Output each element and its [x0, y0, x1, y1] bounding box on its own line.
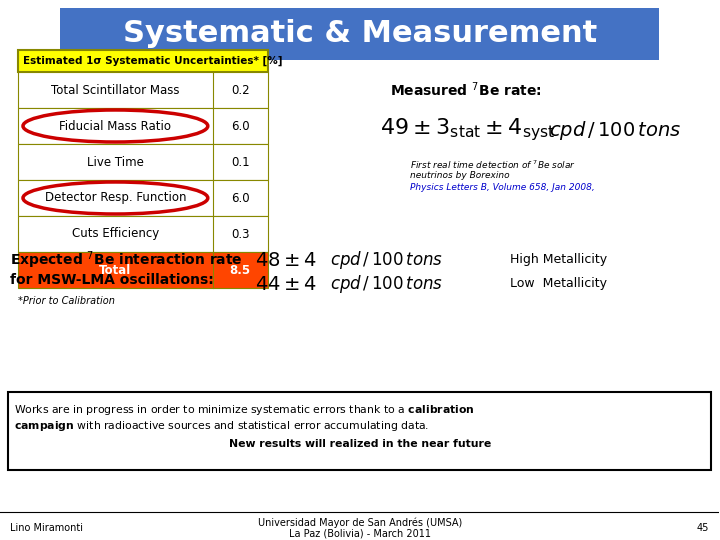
- FancyBboxPatch shape: [18, 108, 268, 144]
- Text: 6.0: 6.0: [231, 192, 250, 205]
- Text: $49\pm3_{\mathrm{stat}}\pm4_{\mathrm{syst}}$: $49\pm3_{\mathrm{stat}}\pm4_{\mathrm{sys…: [379, 117, 555, 144]
- Text: Total Scintillator Mass: Total Scintillator Mass: [51, 84, 179, 97]
- Text: 0.3: 0.3: [231, 227, 250, 240]
- Text: Low  Metallicity: Low Metallicity: [510, 278, 606, 291]
- Text: Detector Resp. Function: Detector Resp. Function: [45, 192, 186, 205]
- FancyBboxPatch shape: [18, 216, 268, 252]
- Text: 0.2: 0.2: [231, 84, 250, 97]
- Text: Works are in progress in order to minimize systematic errors thank to a $\mathbf: Works are in progress in order to minimi…: [14, 403, 474, 417]
- Text: Total: Total: [99, 264, 132, 276]
- Text: Systematic & Measurement: Systematic & Measurement: [122, 19, 597, 49]
- Text: Cuts Efficiency: Cuts Efficiency: [72, 227, 159, 240]
- Text: $\mathbf{campaign}$ with radioactive sources and statistical error accumulating : $\mathbf{campaign}$ with radioactive sou…: [14, 419, 429, 433]
- Text: *Prior to Calibration: *Prior to Calibration: [18, 296, 115, 306]
- Text: $44\pm4$: $44\pm4$: [255, 274, 317, 294]
- Text: $cpd\,/\,100\,tons$: $cpd\,/\,100\,tons$: [330, 273, 443, 295]
- Text: High Metallicity: High Metallicity: [510, 253, 607, 267]
- Text: New results will realized in the near future: New results will realized in the near fu…: [228, 439, 491, 449]
- Text: Expected $^7$Be interaction rate: Expected $^7$Be interaction rate: [10, 249, 243, 271]
- Text: Universidad Mayor de San Andrés (UMSA): Universidad Mayor de San Andrés (UMSA): [258, 518, 462, 528]
- FancyBboxPatch shape: [18, 180, 268, 216]
- FancyBboxPatch shape: [18, 252, 268, 288]
- Text: 45: 45: [697, 523, 709, 533]
- Text: $48\pm4$: $48\pm4$: [255, 251, 317, 269]
- FancyBboxPatch shape: [8, 392, 711, 470]
- Text: La Paz (Bolivia) - March 2011: La Paz (Bolivia) - March 2011: [289, 528, 431, 538]
- Text: Measured $^7$Be rate:: Measured $^7$Be rate:: [390, 80, 541, 99]
- Text: Live Time: Live Time: [87, 156, 144, 168]
- Text: Estimated 1σ Systematic Uncertainties* [%]: Estimated 1σ Systematic Uncertainties* […: [23, 56, 282, 66]
- Text: First real time detection of $^7$Be solar: First real time detection of $^7$Be sola…: [410, 159, 575, 171]
- Text: 8.5: 8.5: [230, 264, 251, 276]
- FancyBboxPatch shape: [18, 72, 268, 108]
- FancyBboxPatch shape: [60, 8, 660, 60]
- Text: Physics Letters B, Volume 658, Jan 2008,: Physics Letters B, Volume 658, Jan 2008,: [410, 183, 594, 192]
- Text: $cpd\,/\,100\,tons$: $cpd\,/\,100\,tons$: [549, 118, 682, 141]
- Text: 0.1: 0.1: [231, 156, 250, 168]
- Text: Lino Miramonti: Lino Miramonti: [10, 523, 83, 533]
- FancyBboxPatch shape: [18, 144, 268, 180]
- Text: $cpd\,/\,100\,tons$: $cpd\,/\,100\,tons$: [330, 249, 443, 271]
- FancyBboxPatch shape: [18, 50, 268, 72]
- Text: Fiducial Mass Ratio: Fiducial Mass Ratio: [59, 119, 171, 132]
- Text: 6.0: 6.0: [231, 119, 250, 132]
- Text: for MSW-LMA oscillations:: for MSW-LMA oscillations:: [10, 273, 214, 287]
- Text: neutrinos by Borexino: neutrinos by Borexino: [410, 172, 509, 180]
